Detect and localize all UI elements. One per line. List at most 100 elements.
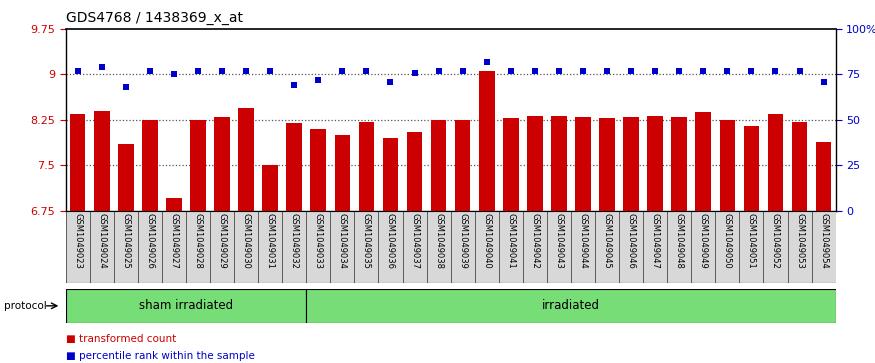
Text: ■ transformed count: ■ transformed count [66, 334, 176, 344]
Text: GSM1049025: GSM1049025 [122, 213, 130, 269]
Text: GSM1049050: GSM1049050 [723, 213, 732, 269]
Text: GSM1049038: GSM1049038 [434, 213, 443, 269]
Bar [94, 111, 109, 211]
Text: GSM1049052: GSM1049052 [771, 213, 780, 269]
Point [431, 68, 445, 74]
Text: irradiated: irradiated [542, 299, 600, 312]
Bar [430, 120, 446, 211]
Text: GSM1049030: GSM1049030 [242, 213, 250, 269]
Bar [623, 117, 639, 211]
Bar [238, 108, 254, 211]
Bar [816, 142, 831, 211]
Text: GSM1049034: GSM1049034 [338, 213, 346, 269]
Bar [551, 115, 567, 211]
Bar [719, 120, 735, 211]
Point [816, 79, 830, 85]
Bar [311, 129, 326, 211]
Bar [671, 117, 687, 211]
Point [408, 70, 422, 76]
Text: GSM1049029: GSM1049029 [218, 213, 227, 269]
Point [71, 68, 85, 74]
Point [528, 68, 542, 74]
Point [720, 68, 734, 74]
Point [504, 68, 518, 74]
Point [768, 68, 782, 74]
Text: GSM1049051: GSM1049051 [747, 213, 756, 269]
Text: GSM1049035: GSM1049035 [362, 213, 371, 269]
Bar [407, 132, 423, 211]
Bar [503, 118, 519, 211]
Point [576, 68, 590, 74]
Text: GSM1049045: GSM1049045 [603, 213, 612, 269]
Bar [455, 120, 471, 211]
Bar [359, 122, 374, 211]
Point [672, 68, 686, 74]
Point [287, 82, 301, 88]
Point [793, 68, 807, 74]
Bar [142, 120, 158, 211]
Bar [599, 118, 615, 211]
Point [119, 84, 133, 90]
Bar [479, 72, 494, 211]
Point [552, 68, 566, 74]
Text: ■ percentile rank within the sample: ■ percentile rank within the sample [66, 351, 255, 361]
Text: GSM1049042: GSM1049042 [530, 213, 539, 269]
Text: GSM1049054: GSM1049054 [819, 213, 828, 269]
Bar [262, 165, 278, 211]
Point [745, 68, 759, 74]
Point [335, 68, 349, 74]
Text: GSM1049027: GSM1049027 [170, 213, 178, 269]
Text: GSM1049039: GSM1049039 [458, 213, 467, 269]
Bar [575, 117, 591, 211]
Text: GSM1049037: GSM1049037 [410, 213, 419, 269]
Text: protocol: protocol [4, 301, 47, 311]
Point [94, 64, 108, 70]
Bar [66, 289, 306, 323]
Text: GSM1049026: GSM1049026 [145, 213, 154, 269]
Bar [767, 114, 783, 211]
Text: GSM1049031: GSM1049031 [266, 213, 275, 269]
Text: GSM1049044: GSM1049044 [578, 213, 587, 269]
Text: GSM1049033: GSM1049033 [314, 213, 323, 269]
Bar [70, 114, 86, 211]
Bar [286, 123, 302, 211]
Text: GSM1049047: GSM1049047 [651, 213, 660, 269]
Point [600, 68, 614, 74]
Point [263, 68, 277, 74]
Point [696, 68, 710, 74]
Point [191, 68, 205, 74]
Point [239, 68, 253, 74]
Point [480, 59, 494, 65]
Bar [118, 144, 134, 211]
Text: GSM1049032: GSM1049032 [290, 213, 298, 269]
Text: GSM1049043: GSM1049043 [555, 213, 564, 269]
Text: GDS4768 / 1438369_x_at: GDS4768 / 1438369_x_at [66, 11, 242, 25]
Point [312, 77, 326, 83]
Point [360, 68, 374, 74]
Point [624, 68, 638, 74]
Bar [696, 112, 711, 211]
Text: GSM1049040: GSM1049040 [482, 213, 491, 269]
Text: GSM1049048: GSM1049048 [675, 213, 683, 269]
Bar [214, 117, 230, 211]
Bar [166, 199, 182, 211]
Bar [648, 115, 663, 211]
Text: GSM1049028: GSM1049028 [193, 213, 202, 269]
Bar [190, 120, 206, 211]
Point [648, 68, 662, 74]
Point [215, 68, 229, 74]
Bar [527, 115, 542, 211]
Bar [744, 126, 760, 211]
Text: GSM1049024: GSM1049024 [97, 213, 106, 269]
Bar [334, 135, 350, 211]
Text: GSM1049036: GSM1049036 [386, 213, 395, 269]
Text: GSM1049041: GSM1049041 [507, 213, 515, 269]
Text: GSM1049053: GSM1049053 [795, 213, 804, 269]
Bar [382, 138, 398, 211]
Bar [306, 289, 836, 323]
Text: GSM1049049: GSM1049049 [699, 213, 708, 269]
Text: GSM1049023: GSM1049023 [74, 213, 82, 269]
Point [456, 68, 470, 74]
Text: sham irradiated: sham irradiated [139, 299, 233, 312]
Point [383, 79, 397, 85]
